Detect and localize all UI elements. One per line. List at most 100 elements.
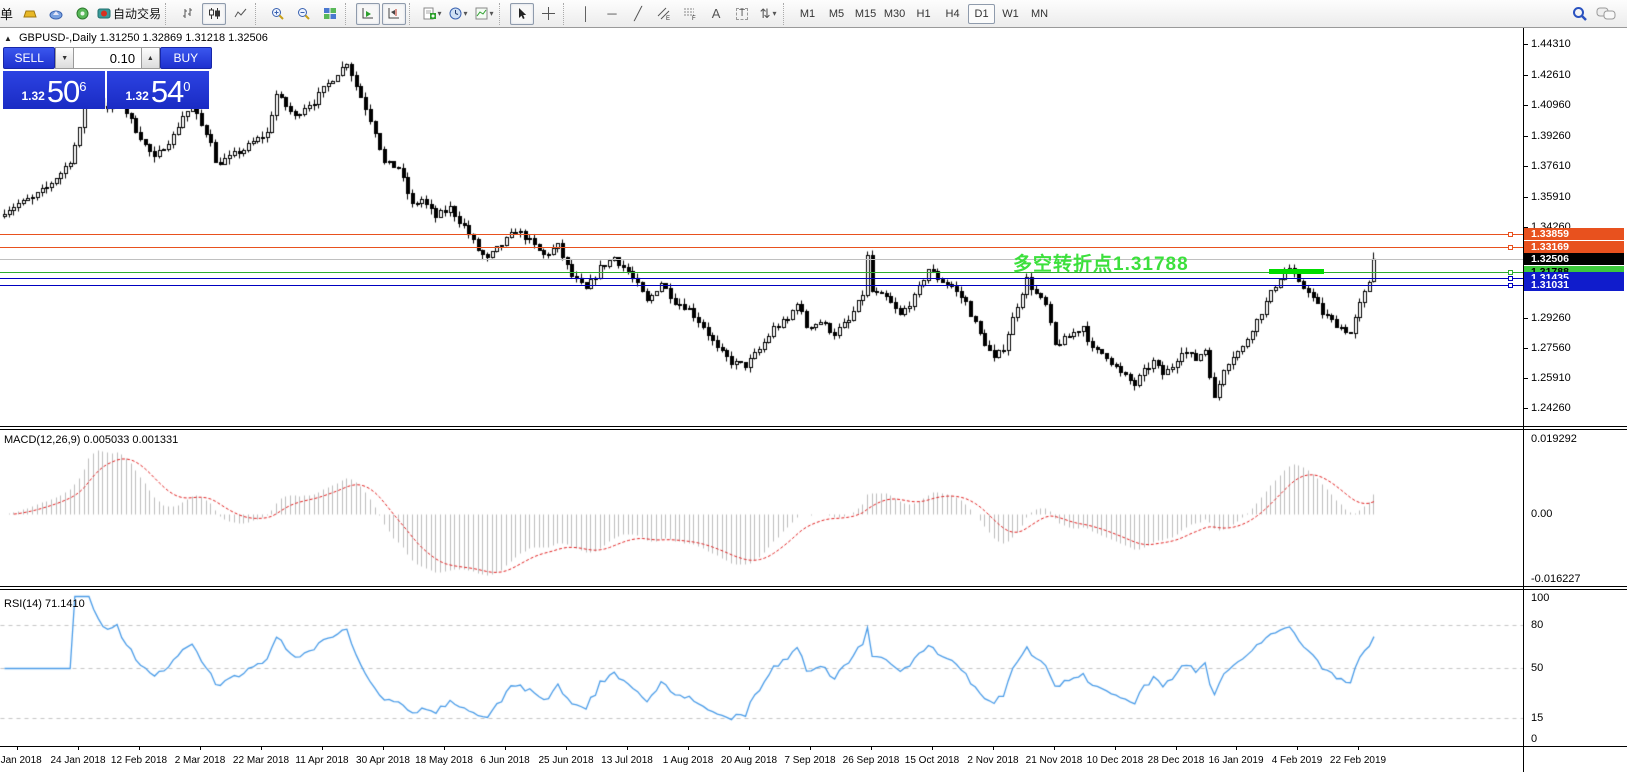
price-axis-border — [1523, 28, 1524, 772]
periods-button[interactable]: ▾ — [446, 3, 470, 25]
timeframe-mn[interactable]: MN — [1030, 7, 1049, 20]
level-handle[interactable] — [1508, 245, 1513, 250]
auto-scroll-button[interactable] — [356, 2, 381, 25]
level-handle[interactable] — [1508, 270, 1513, 275]
vertical-line-icon: │ — [581, 6, 591, 21]
chart-shift-button[interactable] — [382, 2, 407, 25]
zoom-in-icon — [272, 7, 284, 20]
vertical-line-button[interactable]: │ — [574, 3, 598, 25]
indicators-button[interactable]: ▾ — [420, 3, 444, 25]
timeframe-m30[interactable]: M30 — [883, 7, 906, 20]
level-handle[interactable] — [1508, 232, 1513, 237]
collapse-panel-icon[interactable]: ▲ — [4, 34, 12, 43]
arrows-button[interactable]: ⇅ ▾ — [756, 3, 780, 25]
horizontal-level-line[interactable] — [0, 234, 1523, 235]
timeframe-m15[interactable]: M15 — [854, 7, 877, 20]
text-button[interactable]: A — [704, 3, 728, 25]
horizontal-level-line[interactable] — [0, 247, 1523, 248]
buy-button[interactable]: BUY — [159, 47, 213, 69]
timeframe-m5[interactable]: M5 — [828, 7, 845, 20]
date-axis-label: 21 Nov 2018 — [1025, 755, 1083, 766]
search-button[interactable] — [1568, 3, 1592, 25]
volume-increase-button[interactable]: ▲ — [141, 47, 160, 69]
chart-shift-icon — [388, 8, 400, 19]
horizontal-level-line[interactable] — [0, 285, 1523, 286]
date-axis-label: 24 Jan 2018 — [50, 755, 106, 766]
horizontal-level-line[interactable] — [0, 278, 1523, 279]
timeframe-h1[interactable]: H1 — [916, 7, 931, 20]
chat-button[interactable] — [1594, 3, 1618, 25]
autotrading-button[interactable]: 自动交易 — [96, 3, 162, 25]
timeframe-d1[interactable]: D1 — [968, 3, 996, 24]
signals-button[interactable] — [70, 3, 94, 25]
rsi-axis-label: 15 — [1531, 712, 1544, 724]
menu-text[interactable]: 单 — [0, 7, 14, 22]
price-axis-tick — [1523, 378, 1528, 379]
fibonacci-button[interactable]: F — [678, 3, 702, 25]
rsi-axis-label: 100 — [1531, 592, 1550, 604]
highlight-segment[interactable] — [1269, 269, 1324, 274]
sell-button[interactable]: SELL — [3, 47, 56, 69]
mql5-community-button[interactable] — [44, 3, 68, 25]
crosshair-button[interactable] — [536, 3, 560, 25]
price-axis-tick — [1523, 136, 1528, 137]
sell-price-box[interactable]: 1.32 50 6 — [3, 71, 105, 109]
volume-decrease-button[interactable]: ▼ — [55, 47, 74, 69]
level-handle[interactable] — [1508, 283, 1513, 288]
rsi-indicator-chart[interactable] — [0, 590, 1523, 746]
candlestick-chart[interactable] — [0, 28, 1523, 426]
date-axis-label: 10 Dec 2018 — [1086, 755, 1144, 766]
horizontal-line-button[interactable]: ─ — [600, 3, 624, 25]
macd-label: MACD(12,26,9) 0.005033 0.001331 — [4, 434, 179, 446]
timeframe-w1[interactable]: W1 — [1002, 7, 1019, 20]
chat-icon — [1596, 7, 1616, 20]
annotation-text[interactable]: 多空转折点1.31788 — [1013, 254, 1189, 275]
cursor-button[interactable] — [510, 2, 535, 25]
equidistant-channel-button[interactable]: E — [652, 3, 676, 25]
panel-splitter[interactable] — [0, 586, 1627, 590]
date-axis-tick — [810, 746, 811, 750]
timeframe-m1[interactable]: M1 — [799, 7, 816, 20]
buy-price-box[interactable]: 1.32 54 0 — [107, 71, 209, 109]
dropdown-arrow-icon: ▾ — [463, 9, 468, 18]
candlestick-chart-button[interactable] — [202, 2, 227, 25]
separator — [783, 2, 791, 25]
gold-order-icon — [23, 10, 37, 17]
line-chart-button[interactable] — [228, 3, 252, 25]
price-axis-tick — [1523, 408, 1528, 409]
date-axis-label: 22 Feb 2019 — [1329, 755, 1387, 766]
current-price-line[interactable] — [0, 259, 1523, 260]
buy-price-pip: 0 — [183, 79, 191, 94]
text-label-button[interactable]: T — [730, 3, 754, 25]
tile-windows-button[interactable] — [318, 3, 342, 25]
timeframe-h4[interactable]: H4 — [945, 7, 960, 20]
buy-price-big: 54 — [150, 74, 184, 109]
trendline-button[interactable]: ╱ — [626, 3, 650, 25]
horizontal-level-line[interactable] — [0, 272, 1523, 273]
buy-price-prefix: 1.32 — [125, 89, 149, 103]
templates-button[interactable]: ▾ — [472, 3, 496, 25]
zoom-in-button[interactable] — [266, 3, 290, 25]
price-axis-label: 1.27560 — [1531, 342, 1571, 354]
clock-icon — [449, 7, 462, 20]
rsi-axis-label: 50 — [1531, 662, 1544, 674]
chart-area: ▲ GBPUSD-,Daily 1.31250 1.32869 1.31218 … — [0, 28, 1627, 772]
price-axis-tick — [1523, 105, 1528, 106]
date-axis-label: 1 Aug 2018 — [662, 755, 714, 766]
text-label-icon: T — [735, 7, 749, 20]
date-axis-tick — [627, 746, 628, 750]
bar-chart-button[interactable] — [176, 3, 200, 25]
zoom-out-button[interactable] — [292, 3, 316, 25]
date-axis[interactable]: 5 Jan 2018 24 Jan 2018 12 Feb 2018 2 Mar 20… — [0, 746, 1523, 772]
panel-splitter[interactable] — [0, 426, 1627, 430]
new-order-button[interactable] — [18, 3, 42, 25]
macd-indicator-chart[interactable] — [0, 430, 1523, 586]
date-axis-tick — [1358, 746, 1359, 750]
volume-input[interactable]: 0.10 — [73, 47, 142, 69]
date-axis-tick — [1054, 746, 1055, 750]
dropdown-arrow-icon: ▾ — [437, 9, 442, 18]
symbol-period-label: GBPUSD-,Daily — [18, 32, 97, 44]
level-handle[interactable] — [1508, 276, 1513, 281]
dropdown-arrow-icon: ▾ — [772, 9, 777, 18]
price-axis-label: 1.24260 — [1531, 402, 1571, 414]
